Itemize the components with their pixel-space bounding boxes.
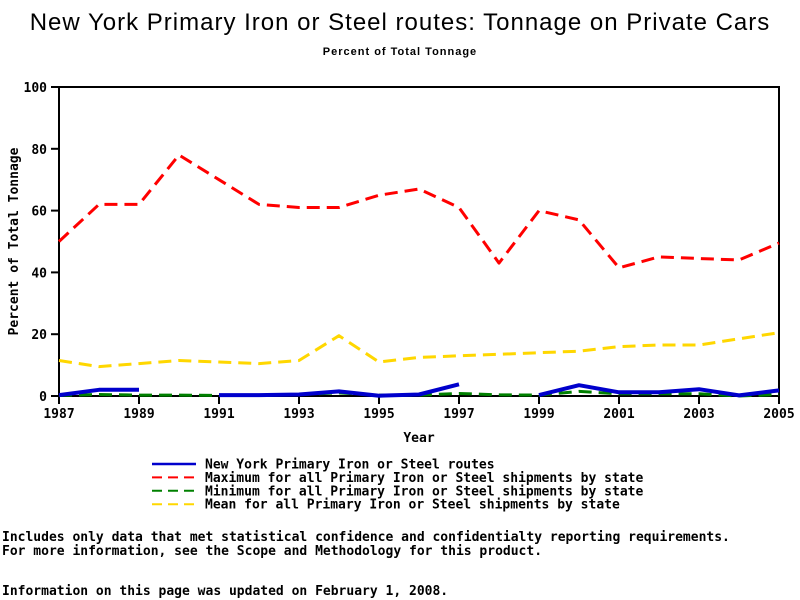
- legend-label-mean-by-state: Mean for all Primary Iron or Steel shipm…: [205, 498, 620, 513]
- legend-label-new-york-routes: New York Primary Iron or Steel routes: [205, 458, 495, 473]
- y-tick-label: 20: [31, 328, 47, 343]
- footnote-line-1: Includes only data that met statistical …: [2, 530, 730, 545]
- legend-label-minimum-by-state: Minimum for all Primary Iron or Steel sh…: [205, 484, 643, 499]
- footnote-line-2: For more information, see the Scope and …: [2, 543, 543, 559]
- x-tick-label: 2001: [603, 407, 634, 422]
- y-tick-label: 80: [31, 143, 47, 158]
- x-tick-label: 2003: [683, 407, 714, 422]
- x-axis-title: Year: [403, 431, 434, 446]
- y-axis-title: Percent of Total Tonnage: [7, 147, 22, 335]
- x-tick-label: 1987: [43, 407, 74, 422]
- x-tick-label: 1989: [123, 407, 154, 422]
- y-tick-label: 60: [31, 205, 47, 220]
- series-line-mean-by-state: [58, 331, 780, 369]
- y-tick-label: 40: [31, 266, 47, 281]
- chart-subtitle: Percent of Total Tonnage: [322, 46, 478, 58]
- updated-note: Information on this page was updated on …: [2, 584, 449, 599]
- x-tick-label: 1995: [363, 407, 394, 422]
- series-line-maximum-by-state: [57, 153, 780, 270]
- x-tick-label: 1999: [523, 407, 554, 422]
- chart-title: New York Primary Iron or Steel routes: T…: [29, 9, 771, 36]
- series-line-new-york-routes: [58, 382, 780, 398]
- y-tick-label: 0: [39, 390, 47, 405]
- y-tick-label: 100: [24, 81, 48, 96]
- legend-label-maximum-by-state: Maximum for all Primary Iron or Steel sh…: [205, 471, 643, 486]
- x-tick-label: 1993: [283, 407, 314, 422]
- x-tick-label: 1991: [203, 407, 234, 422]
- x-tick-label: 2005: [763, 407, 794, 422]
- plot-frame: [58, 86, 780, 397]
- x-tick-label: 1997: [443, 407, 474, 422]
- chart-canvas: 0 20 40 60 80 100 1987 1989 1991 1993 1995 1997 1999…: [7, 81, 795, 513]
- chart-footnotes: Includes only data that met statistical …: [2, 531, 730, 558]
